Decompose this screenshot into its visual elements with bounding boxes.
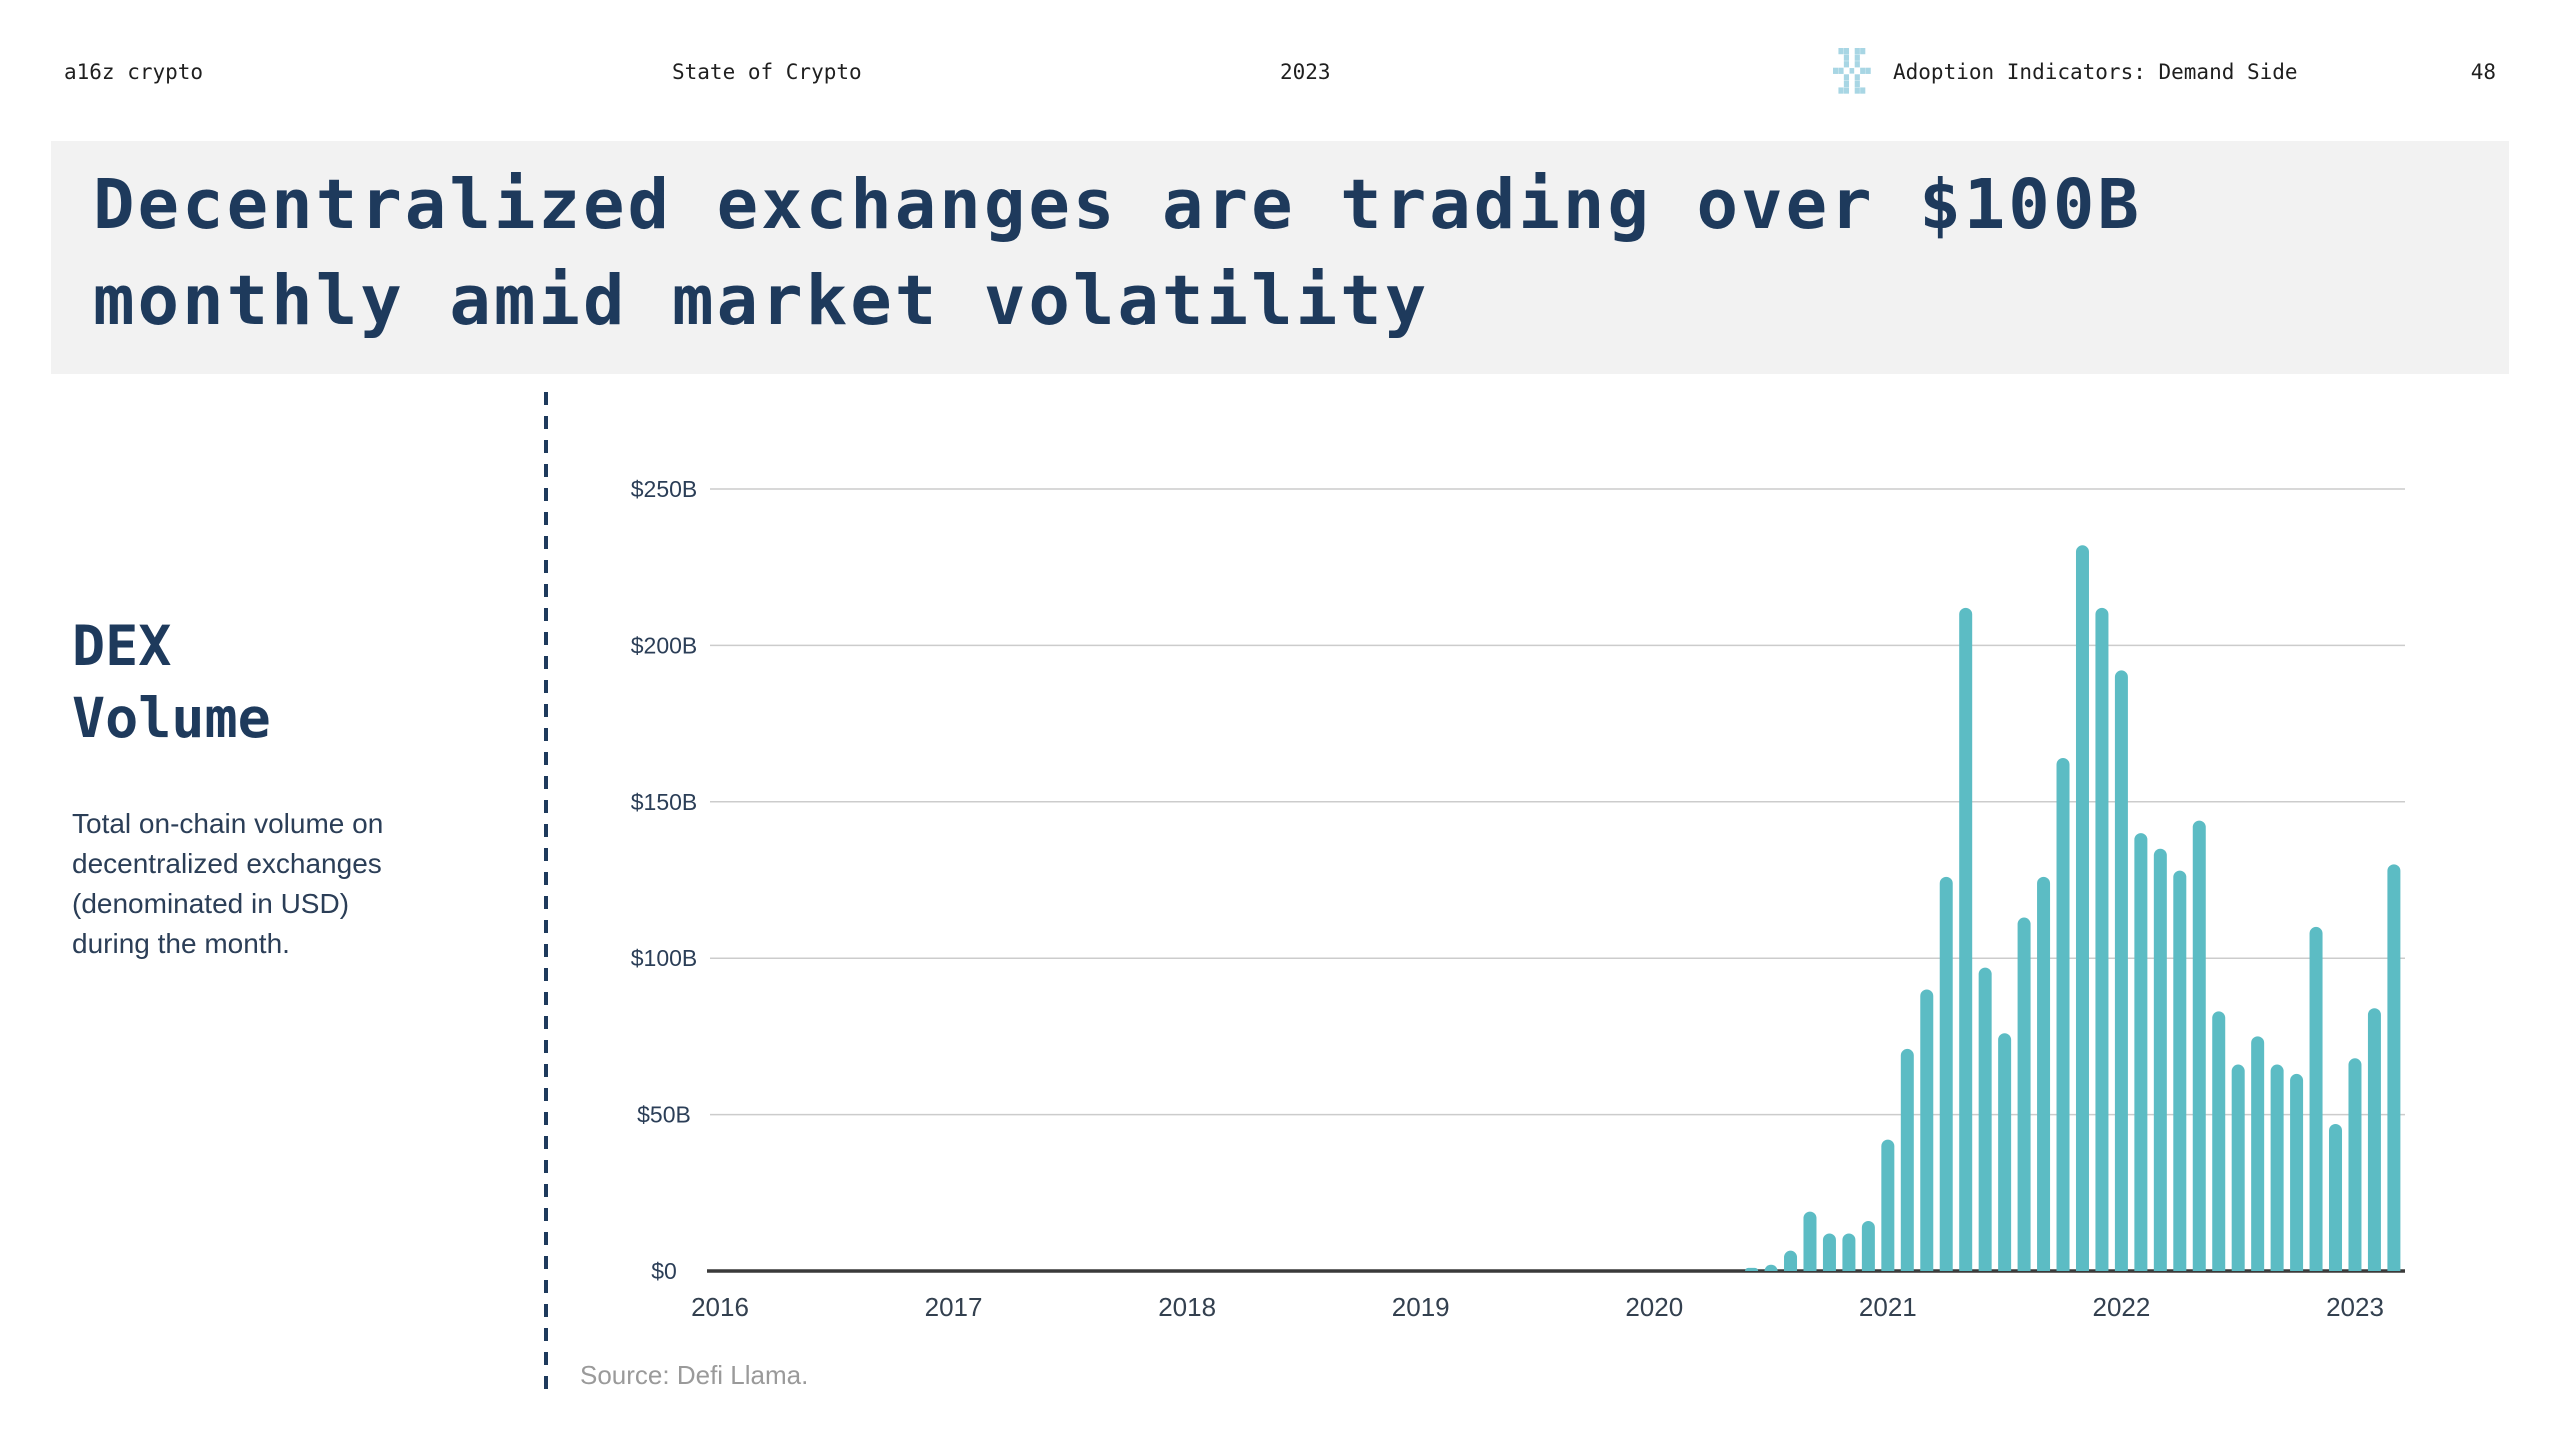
bar-2021-12 — [2095, 607, 2109, 1271]
x-tick-label: 2018 — [1158, 1292, 1216, 1322]
x-tick-label: 2019 — [1392, 1292, 1450, 1322]
bar-2021-07 — [1998, 1033, 2012, 1271]
bar-2022-05 — [2192, 820, 2206, 1271]
x-tick-label: 2023 — [2326, 1292, 2384, 1322]
bar-2022-02 — [2134, 833, 2148, 1271]
metric-heading: DEX Volume — [72, 610, 271, 754]
x-tick-label: 2022 — [2092, 1292, 2150, 1322]
bar-2022-01 — [2114, 670, 2128, 1271]
brand-label: a16z crypto — [64, 60, 204, 84]
bar-2022-06 — [2212, 1011, 2226, 1271]
bar-2021-05 — [1959, 607, 1973, 1271]
y-tick-label: $50B — [637, 1102, 691, 1128]
bar-2020-10 — [1822, 1233, 1836, 1271]
y-tick-label: $200B — [631, 632, 698, 658]
source-note: Source: Defi Llama. — [580, 1360, 809, 1390]
bar-2023-02 — [2367, 1008, 2381, 1271]
report-year: 2023 — [1280, 60, 1331, 84]
x-tick-label: 2017 — [925, 1292, 983, 1322]
y-tick-label: $150B — [631, 789, 698, 815]
x-tick-label: 2016 — [691, 1292, 749, 1322]
bar-2023-01 — [2348, 1058, 2362, 1271]
bar-2022-11 — [2309, 926, 2323, 1271]
metric-heading-line2: Volume — [72, 686, 271, 750]
slide-title-line1: Decentralized exchanges are trading over… — [93, 165, 2142, 245]
bar-2021-09 — [2037, 876, 2051, 1271]
bar-2022-09 — [2270, 1064, 2284, 1271]
y-tick-label: $250B — [631, 476, 698, 502]
bar-2020-12 — [1861, 1220, 1875, 1271]
bar-2021-06 — [1978, 967, 1992, 1271]
header-bar: a16z crypto State of Crypto 2023 Adoptio… — [0, 0, 2560, 140]
section-label: Adoption Indicators: Demand Side — [1893, 60, 2298, 84]
bar-2022-12 — [2329, 1123, 2343, 1271]
y-tick-label: $100B — [631, 945, 698, 971]
slide-title: Decentralized exchanges are trading over… — [93, 157, 2142, 349]
page-number: 48 — [2470, 60, 2496, 84]
y-tick-label: $0 — [651, 1258, 677, 1284]
bar-2022-08 — [2251, 1036, 2265, 1271]
dashed-divider — [544, 392, 548, 1400]
slide-title-line2: monthly amid market volatility — [93, 261, 1430, 341]
metric-heading-line1: DEX — [72, 614, 172, 678]
bar-2022-03 — [2153, 848, 2167, 1271]
bar-2021-01 — [1881, 1139, 1895, 1271]
bar-2023-03 — [2387, 864, 2401, 1271]
bar-2021-11 — [2075, 545, 2089, 1271]
x-tick-label: 2021 — [1859, 1292, 1917, 1322]
bar-2021-04 — [1939, 876, 1953, 1271]
bar-2020-07 — [1764, 1264, 1778, 1271]
dex-volume-bar-chart: $0 $50B $100B $150B $200B $250B 2016 2017 2018 20… — [631, 476, 2405, 1322]
bar-2021-03 — [1920, 989, 1934, 1271]
bar-2022-10 — [2290, 1073, 2304, 1271]
bar-2020-11 — [1842, 1233, 1856, 1271]
report-title: State of Crypto — [672, 60, 862, 84]
bar-2022-04 — [2173, 870, 2187, 1271]
bar-2021-10 — [2056, 758, 2070, 1271]
metric-description: Total on-chain volume on decentralized e… — [72, 808, 384, 959]
bar-2020-06 — [1745, 1267, 1759, 1271]
x-tick-label: 2020 — [1625, 1292, 1683, 1322]
bar-2020-09 — [1803, 1211, 1817, 1271]
bar-2022-07 — [2231, 1064, 2245, 1271]
bar-2021-08 — [2017, 917, 2031, 1271]
title-banner: Decentralized exchanges are trading over… — [51, 141, 2509, 374]
pixel-logo-icon — [1833, 48, 1871, 94]
bar-2020-08 — [1784, 1250, 1798, 1271]
bar-2021-02 — [1900, 1048, 1914, 1271]
